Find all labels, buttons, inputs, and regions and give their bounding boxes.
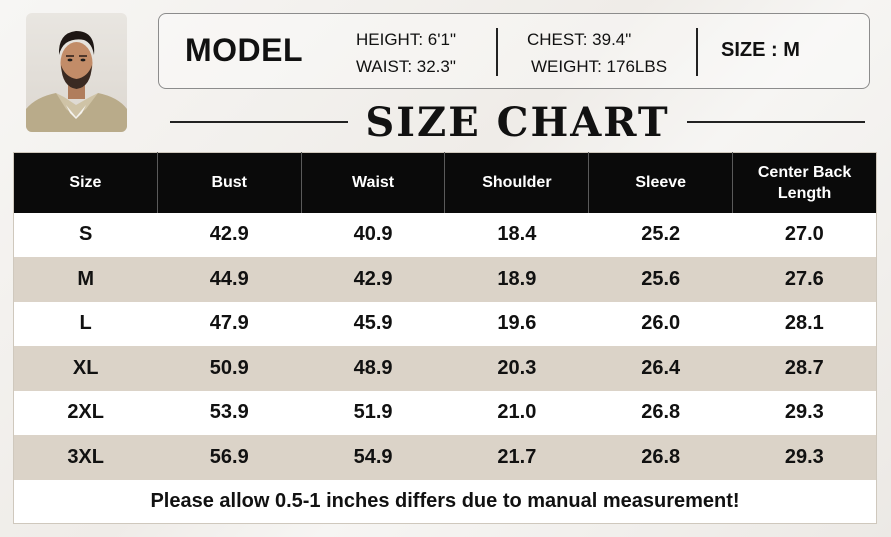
- model-portrait-image: [26, 31, 127, 132]
- table-row: 2XL 53.9 51.9 21.0 26.8 29.3: [13, 390, 877, 435]
- cell-size: 3XL: [13, 435, 158, 480]
- cell-length: 27.0: [732, 212, 877, 257]
- chart-title: SIZE CHART: [365, 99, 670, 146]
- header-waist: Waist: [301, 152, 446, 213]
- table-row: XL 50.9 48.9 20.3 26.4 28.7: [13, 346, 877, 391]
- model-photo: [26, 13, 127, 132]
- table-row: M 44.9 42.9 18.9 25.6 27.6: [13, 257, 877, 302]
- cell-waist: 42.9: [301, 257, 445, 302]
- cell-bust: 44.9: [157, 257, 302, 302]
- heading-rule-left: [170, 121, 348, 123]
- cell-length: 29.3: [732, 435, 877, 480]
- cell-shoulder: 21.0: [444, 390, 589, 435]
- divider: [696, 28, 698, 76]
- cell-sleeve: 26.0: [588, 301, 733, 346]
- cell-bust: 53.9: [157, 390, 302, 435]
- cell-sleeve: 25.2: [588, 212, 733, 257]
- cell-bust: 42.9: [157, 212, 302, 257]
- cell-length: 28.1: [732, 301, 877, 346]
- cell-length: 27.6: [732, 257, 877, 302]
- model-chest: CHEST: 39.4": [527, 30, 632, 49]
- table-row: L 47.9 45.9 19.6 26.0 28.1: [13, 301, 877, 346]
- model-size: SIZE : M: [721, 39, 800, 61]
- header-shoulder: Shoulder: [444, 152, 590, 213]
- cell-size: S: [13, 212, 158, 257]
- cell-sleeve: 25.6: [588, 257, 733, 302]
- cell-length: 29.3: [732, 390, 877, 435]
- cell-sleeve: 26.8: [588, 390, 733, 435]
- cell-size: L: [13, 301, 158, 346]
- cell-waist: 45.9: [301, 301, 445, 346]
- cell-bust: 47.9: [157, 301, 302, 346]
- header-sleeve: Sleeve: [588, 152, 734, 213]
- divider: [496, 28, 498, 76]
- cell-sleeve: 26.8: [588, 435, 733, 480]
- table-header-row: Size Bust Waist Shoulder Sleeve Center B…: [13, 152, 877, 213]
- cell-waist: 40.9: [301, 212, 445, 257]
- cell-size: XL: [13, 346, 158, 391]
- table-note-row: Please allow 0.5-1 inches differs due to…: [13, 479, 877, 524]
- cell-sleeve: 26.4: [588, 346, 733, 391]
- cell-shoulder: 21.7: [444, 435, 589, 480]
- cell-bust: 50.9: [157, 346, 302, 391]
- cell-shoulder: 18.9: [444, 257, 589, 302]
- header-bust: Bust: [157, 152, 302, 213]
- cell-size: 2XL: [13, 390, 158, 435]
- header-size: Size: [13, 152, 158, 213]
- heading-rule-right: [687, 121, 865, 123]
- cell-shoulder: 18.4: [444, 212, 589, 257]
- size-table: Size Bust Waist Shoulder Sleeve Center B…: [13, 152, 877, 524]
- table-row: 3XL 56.9 54.9 21.7 26.8 29.3: [13, 435, 877, 480]
- model-weight: WEIGHT: 176LBS: [531, 57, 668, 76]
- cell-size: M: [13, 257, 158, 302]
- model-info-box: MODEL HEIGHT: 6'1" WAIST: 32.3" CHEST: 3…: [158, 13, 870, 89]
- cell-bust: 56.9: [157, 435, 302, 480]
- cell-length: 28.7: [732, 346, 877, 391]
- model-waist: WAIST: 32.3": [356, 57, 456, 76]
- model-height: HEIGHT: 6'1": [356, 30, 456, 49]
- table-row: S 42.9 40.9 18.4 25.2 27.0: [13, 212, 877, 257]
- cell-waist: 54.9: [301, 435, 445, 480]
- header-center-back-length: Center Back Length: [732, 152, 877, 213]
- chart-heading: SIZE CHART: [170, 99, 865, 151]
- cell-waist: 51.9: [301, 390, 445, 435]
- model-title: MODEL: [185, 32, 304, 68]
- cell-shoulder: 19.6: [444, 301, 589, 346]
- cell-shoulder: 20.3: [444, 346, 589, 391]
- measurement-note: Please allow 0.5-1 inches differs due to…: [13, 479, 877, 524]
- cell-waist: 48.9: [301, 346, 445, 391]
